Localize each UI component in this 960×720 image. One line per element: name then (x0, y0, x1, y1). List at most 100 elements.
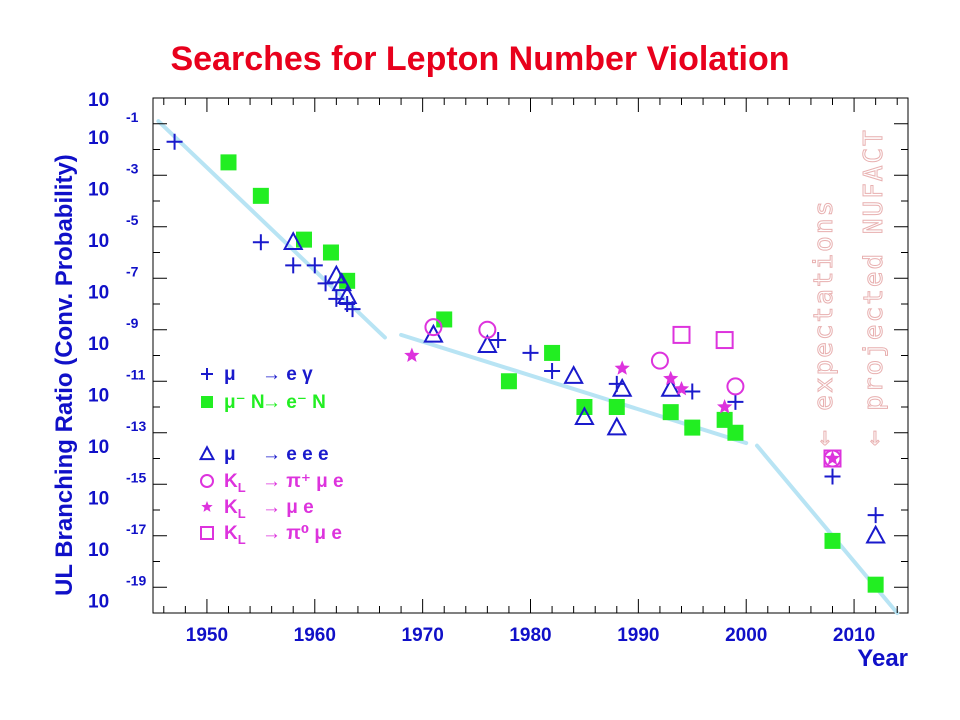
data-point-triangle (574, 406, 595, 426)
x-tick-label: 1990 (617, 625, 659, 646)
y-tick-label: 10 (88, 591, 109, 612)
y-tick-exponent: -7 (126, 263, 139, 279)
legend-label-particle: μ (224, 364, 236, 385)
legend-label-decay: → e γ (262, 364, 313, 385)
data-point-plus (252, 234, 269, 251)
data-point-circle (650, 351, 669, 370)
y-tick-exponent: -15 (126, 469, 146, 485)
data-point-plus (824, 468, 841, 485)
y-tick-labels: 10 10 -1 10 -3 10 -5 10 -7 10 -9 10 -11 10 -13 10 -15 10 -… (88, 90, 146, 612)
x-tick-label: 1960 (294, 625, 336, 646)
y-tick-label: 10 (88, 540, 109, 561)
data-point-triangle (477, 334, 498, 353)
data-point-square (608, 399, 625, 415)
legend-label-decay: → π⁰ μ e (262, 523, 342, 544)
data-point-triangle (336, 285, 358, 305)
y-tick-label: 10 (88, 179, 109, 200)
data-point-plus (306, 257, 323, 274)
data-point-square (252, 187, 269, 204)
y-tick-label: 10 (88, 282, 109, 303)
y-tick-exponent: -3 (126, 160, 139, 176)
x-tick-labels: 1950 1960 1970 1980 1990 2000 2010 (186, 625, 875, 646)
legend-label-decay: → e⁻ N (262, 392, 326, 413)
y-tick-exponent: -9 (126, 315, 139, 331)
data-point-square (322, 244, 339, 261)
y-tick-exponent: -1 (126, 109, 139, 125)
y-tick-label: 10 (88, 128, 109, 149)
y-tick-exponent: -17 (126, 521, 146, 537)
legend-label-particle: μ⁻ N (224, 392, 265, 413)
data-point-star (663, 370, 679, 386)
data-point-triangle (660, 377, 681, 397)
y-tick-label: 10 (88, 437, 109, 458)
legend-marker-star (201, 501, 213, 512)
y-tick-label: 10 (88, 334, 109, 355)
annotation-expectations: ← expectations (809, 199, 839, 446)
data-point-square (684, 419, 701, 436)
data-point-plus (285, 257, 302, 274)
legend-label-decay: → e e e (262, 444, 329, 465)
axis-ticks (153, 97, 908, 614)
y-tick-label: 10 (88, 488, 109, 509)
legend-label-particle: μ (224, 444, 236, 465)
annotation-projected-nufact: ← projected NUFACT (859, 128, 889, 446)
data-point-triangle (563, 365, 584, 384)
y-tick-label: 10 (88, 90, 109, 111)
data-point-triangle (331, 272, 352, 292)
legend-label-decay: → μ e (262, 497, 314, 518)
x-tick-label: 2010 (833, 625, 875, 646)
legend-marker-circle (200, 474, 214, 488)
y-tick-exponent: -5 (126, 212, 139, 228)
data-point-square (544, 344, 561, 361)
data-point-plus (490, 332, 507, 349)
data-point-plus (522, 344, 539, 361)
data-point-plus (684, 383, 701, 400)
legend-marker-square (201, 396, 213, 408)
data-point-square (500, 373, 517, 390)
legend-marker-plus (201, 368, 213, 380)
legend: μ → e γ μ⁻ N→ e⁻ N μ → e e e KL → π⁺ μ e KL → μ … (198, 364, 344, 547)
data-point-opensquare (672, 325, 691, 344)
trend-line-0 (156, 119, 387, 340)
data-point-circle (726, 377, 745, 396)
data-point-square (824, 532, 841, 549)
y-tick-label: 10 (88, 385, 109, 406)
data-point-square (716, 411, 733, 428)
data-point-circle (478, 320, 497, 339)
legend-marker-opensquare (200, 526, 214, 540)
legend-label-decay: → π⁺ μ e (262, 471, 344, 492)
data-point-plus (867, 507, 884, 524)
data-point-star (824, 450, 841, 465)
x-tick-label: 1950 (186, 625, 228, 646)
data-point-square (867, 576, 884, 593)
data-point-star (673, 381, 690, 396)
data-point-star (404, 347, 420, 362)
data-point-opensquare (715, 331, 734, 350)
x-tick-label: 1970 (402, 625, 444, 646)
y-tick-exponent: -13 (126, 418, 146, 434)
x-tick-label: 1980 (509, 625, 551, 646)
data-point-square (220, 154, 237, 171)
data-point-plus (727, 393, 744, 410)
legend-label-particle: KL (224, 471, 246, 495)
y-axis-title: UL Branching Ratio (Conv. Probability) (51, 154, 78, 596)
data-point-plus (544, 362, 561, 379)
data-point-circle (424, 318, 443, 337)
legend-marker-triangle (198, 445, 216, 461)
data-point-opensquare (823, 449, 842, 468)
data-point-triangle (611, 377, 633, 397)
y-tick-exponent: -19 (126, 572, 146, 588)
data-point-star (717, 399, 733, 414)
y-tick-exponent: -11 (126, 366, 146, 382)
chart-title: Searches for Lepton Number Violation (170, 40, 790, 78)
data-point-triangle (282, 231, 304, 250)
data-point-triangle (606, 416, 628, 436)
legend-label-particle: KL (224, 497, 246, 521)
data-points (166, 133, 886, 593)
data-point-square (436, 311, 453, 328)
x-axis-title: Year (857, 645, 908, 672)
data-point-star (614, 360, 630, 375)
y-tick-label: 10 (88, 231, 109, 252)
legend-label-particle: KL (224, 523, 246, 547)
